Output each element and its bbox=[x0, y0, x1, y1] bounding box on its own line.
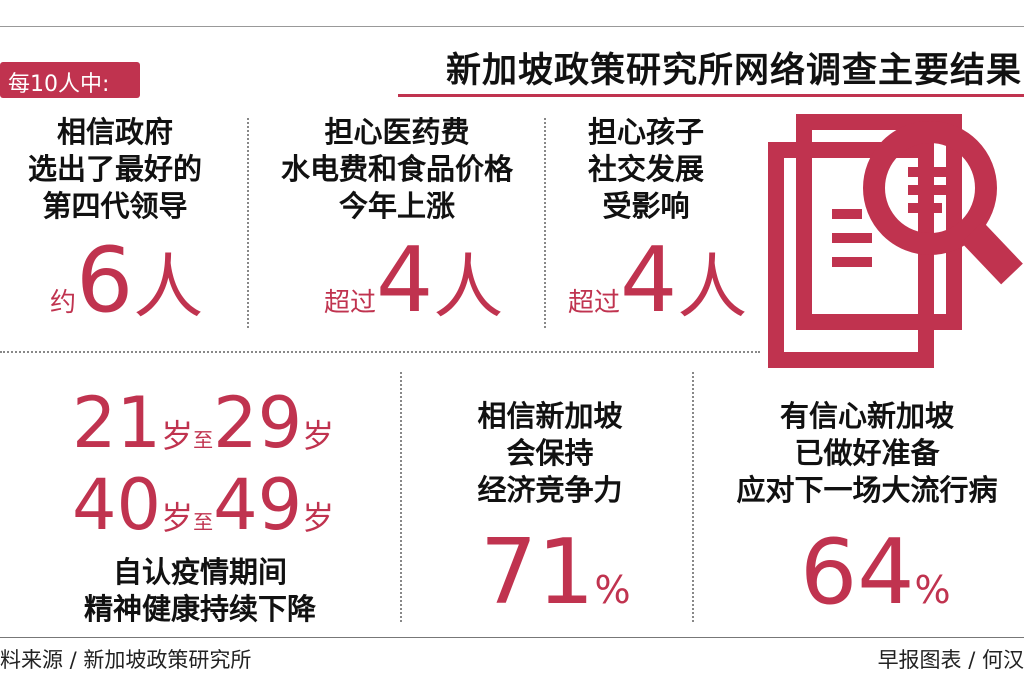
age-end: 29 bbox=[213, 382, 303, 464]
badge: 每10人中: bbox=[0, 62, 140, 98]
stat-prices-question: 担心医药费 水电费和食品价格 今年上涨 bbox=[262, 114, 532, 225]
source-note: 料来源 / 新加坡政策研究所 bbox=[0, 648, 252, 672]
value-unit: 人 bbox=[133, 246, 204, 328]
stat-economy-question: 相信新加坡 会保持 经济竞争力 bbox=[420, 398, 680, 509]
question-line: 今年上涨 bbox=[338, 189, 455, 223]
footer-rule bbox=[0, 637, 1024, 638]
age-end: 49 bbox=[213, 464, 303, 546]
divider-bottom-2 bbox=[692, 372, 694, 622]
question-line: 选出了最好的 bbox=[27, 152, 202, 186]
question-line: 已做好准备 bbox=[794, 436, 940, 470]
question-line: 应对下一场大流行病 bbox=[736, 473, 998, 507]
question-line: 会保持 bbox=[506, 436, 594, 470]
value-unit: 人 bbox=[433, 246, 504, 328]
value-prefix: 约 bbox=[50, 288, 77, 318]
question-line: 经济竞争力 bbox=[477, 473, 623, 507]
stat-government-question: 相信政府 选出了最好的 第四代领导 bbox=[0, 114, 230, 225]
divider-horizontal bbox=[0, 351, 760, 353]
divider-top-2 bbox=[544, 118, 546, 328]
stat-pandemic-question: 有信心新加坡 已做好准备 应对下一场大流行病 bbox=[710, 398, 1024, 509]
value-prefix: 超过 bbox=[324, 288, 377, 318]
age-start: 21 bbox=[72, 382, 162, 464]
page-title-text: 新加坡政策研究所网络调查主要结果 bbox=[445, 51, 1022, 91]
credit-note: 早报图表 / 何汉 bbox=[877, 648, 1024, 672]
magnifier-document-icon bbox=[762, 102, 1024, 374]
stat-prices-value: 超过4人 bbox=[324, 236, 503, 326]
value-prefix: 超过 bbox=[568, 288, 621, 318]
value-number: 71 bbox=[480, 520, 595, 625]
question-line: 担心孩子 bbox=[587, 115, 704, 149]
value-unit: 人 bbox=[677, 246, 748, 328]
age-to: 至 bbox=[193, 510, 214, 534]
age-to: 至 bbox=[193, 428, 214, 452]
question-line: 社交发展 bbox=[587, 152, 704, 186]
value-number: 4 bbox=[620, 228, 678, 333]
stat-economy-value: 71% bbox=[480, 528, 631, 625]
age-unit: 岁 bbox=[302, 499, 335, 537]
value-unit: % bbox=[594, 568, 631, 612]
page-title: 新加坡政策研究所网络调查主要结果 bbox=[398, 42, 1024, 92]
title-underline bbox=[398, 94, 1024, 97]
age-start: 40 bbox=[72, 464, 162, 546]
value-number: 4 bbox=[376, 228, 434, 333]
question-line: 相信新加坡 bbox=[477, 399, 623, 433]
age-description: 自认疫情期间 精神健康持续下降 bbox=[40, 554, 360, 628]
value-unit: % bbox=[914, 568, 951, 612]
question-line: 第四代领导 bbox=[42, 189, 188, 223]
question-line: 担心医药费 bbox=[324, 115, 470, 149]
stat-pandemic-value: 64% bbox=[800, 528, 951, 625]
value-number: 64 bbox=[800, 520, 915, 625]
question-line: 相信政府 bbox=[56, 115, 173, 149]
question-line: 受影响 bbox=[602, 189, 690, 223]
age-unit: 岁 bbox=[161, 417, 194, 455]
age-range-2: 40岁至49岁 bbox=[72, 470, 334, 557]
age-unit: 岁 bbox=[302, 417, 335, 455]
question-line: 有信心新加坡 bbox=[779, 399, 954, 433]
stat-government-value: 约6人 bbox=[50, 236, 203, 326]
age-unit: 岁 bbox=[161, 499, 194, 537]
age-range-1: 21岁至29岁 bbox=[72, 388, 334, 475]
description-line: 自认疫情期间 bbox=[112, 555, 287, 589]
stat-children-question: 担心孩子 社交发展 受影响 bbox=[556, 114, 736, 225]
divider-top-1 bbox=[247, 118, 249, 328]
top-rule bbox=[0, 26, 1024, 27]
value-number: 6 bbox=[76, 228, 134, 333]
description-line: 精神健康持续下降 bbox=[83, 592, 316, 626]
question-line: 水电费和食品价格 bbox=[280, 152, 513, 186]
stat-children-value: 超过4人 bbox=[568, 236, 747, 326]
divider-bottom-1 bbox=[400, 372, 402, 622]
badge-text: 每10人中: bbox=[8, 72, 110, 97]
